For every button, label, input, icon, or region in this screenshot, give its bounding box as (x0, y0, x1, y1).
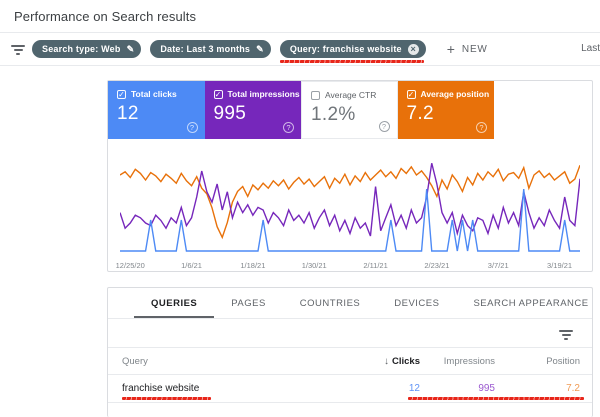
x-axis-tick-label: 1/6/21 (181, 261, 202, 270)
chip-search-type[interactable]: Search type: Web ✎ (32, 40, 142, 58)
card-label: Average CTR (325, 90, 377, 100)
chip-search-type-label: Search type: Web (42, 44, 121, 54)
page-header: Performance on Search results (0, 0, 600, 33)
tab-devices[interactable]: DEVICES (394, 297, 440, 309)
card-label: Total impressions (227, 89, 300, 99)
table-row[interactable]: franchise website 12 995 7.2 (108, 375, 592, 403)
chip-query-filter-label: Query: franchise website (289, 44, 402, 54)
sort-desc-icon: ↓ (384, 355, 389, 367)
checkbox-checked-icon[interactable]: ✓ (117, 89, 126, 99)
query-cell[interactable]: franchise website (122, 383, 212, 400)
chart-canvas (120, 147, 580, 259)
last-updated-text: Last (581, 43, 600, 54)
chip-date-range[interactable]: Date: Last 3 months ✎ (150, 40, 271, 58)
chip-query-filter[interactable]: Query: franchise website × (279, 40, 426, 63)
card-total-impressions[interactable]: ✓ Total impressions 995 ? (204, 81, 301, 139)
column-header-query[interactable]: Query (122, 355, 148, 367)
card-total-clicks[interactable]: ✓ Total clicks 12 ? (108, 81, 205, 139)
edit-icon[interactable]: ✎ (126, 43, 135, 54)
tab-queries[interactable]: QUERIES (134, 288, 215, 318)
checkbox-checked-icon[interactable]: ✓ (406, 89, 416, 99)
series-position-line (120, 165, 580, 237)
table-header-row: Query ↓ Clicks Impressions Position (108, 348, 592, 375)
series-impressions-line (120, 163, 580, 236)
chart-x-axis-labels: 12/25/20 1/6/21 1/18/21 1/30/21 2/11/21 2/23/… (116, 259, 580, 273)
x-axis-tick-label: 1/30/21 (301, 261, 327, 270)
red-annotation-underline (279, 60, 424, 63)
x-axis-tick-label: 2/11/21 (363, 261, 388, 270)
tab-pages[interactable]: PAGES (231, 297, 266, 309)
table-filter-row (108, 319, 592, 348)
x-axis-tick-label: 3/19/21 (547, 261, 573, 270)
chart-panel: ✓ Total clicks 12 ? ✓ Total impressions … (107, 80, 593, 272)
filter-list-icon[interactable] (10, 43, 26, 55)
impressions-cell: 995 (478, 383, 495, 394)
x-axis-tick-label: 1/18/21 (240, 261, 266, 270)
series-clicks-line (120, 189, 580, 251)
card-value: 12 (117, 103, 139, 124)
card-value: 7.2 (406, 103, 434, 124)
plus-icon: + (446, 41, 455, 57)
x-axis-tick-label: 12/25/20 (115, 261, 145, 270)
x-axis-tick-label: 2/23/21 (424, 261, 450, 270)
checkbox-checked-icon[interactable]: ✓ (213, 89, 223, 99)
filter-bar: Search type: Web ✎ Date: Last 3 months ✎… (0, 33, 600, 66)
x-axis-tick-label: 3/7/21 (487, 261, 509, 270)
dimension-tabs: QUERIES PAGES COUNTRIES DEVICES SEARCH A… (108, 288, 592, 319)
card-average-ctr[interactable]: Average CTR 1.2% ? (301, 81, 398, 139)
column-header-impressions[interactable]: Impressions (443, 355, 495, 367)
red-annotation-underline (122, 397, 212, 400)
card-label: Average position (420, 89, 490, 99)
column-header-position[interactable]: Position (546, 355, 580, 367)
chip-date-range-label: Date: Last 3 months (160, 44, 251, 54)
position-cell: 7.2 (566, 383, 580, 394)
card-value: 1.2% (311, 104, 356, 125)
edit-icon[interactable]: ✎ (256, 43, 264, 54)
new-filter-label: NEW (461, 43, 488, 55)
table-panel: QUERIES PAGES COUNTRIES DEVICES SEARCH A… (107, 287, 593, 417)
red-annotation-underline (408, 397, 584, 400)
help-icon[interactable]: ? (283, 122, 294, 133)
help-icon[interactable]: ? (476, 122, 487, 133)
performance-line-chart[interactable]: 12/25/20 1/6/21 1/18/21 1/30/21 2/11/21 2/23/… (116, 147, 580, 273)
new-filter-button[interactable]: + NEW (447, 41, 488, 57)
help-icon[interactable]: ? (186, 122, 198, 133)
card-label: Total clicks (131, 89, 177, 99)
card-average-position[interactable]: ✓ Average position 7.2 ? (397, 81, 494, 139)
help-icon[interactable]: ? (378, 121, 390, 132)
table-filter-icon[interactable] (558, 328, 574, 340)
tab-search-appearance[interactable]: SEARCH APPEARANCE (473, 297, 589, 309)
checkbox-unchecked-icon[interactable] (311, 90, 320, 100)
clicks-cell: 12 (408, 383, 420, 394)
tab-countries[interactable]: COUNTRIES (299, 297, 361, 309)
page-title: Performance on Search results (14, 8, 197, 24)
metric-cards: ✓ Total clicks 12 ? ✓ Total impressions … (108, 81, 592, 139)
card-value: 995 (213, 103, 247, 124)
remove-filter-icon[interactable]: × (407, 43, 419, 55)
column-header-clicks[interactable]: ↓ Clicks (384, 355, 420, 367)
